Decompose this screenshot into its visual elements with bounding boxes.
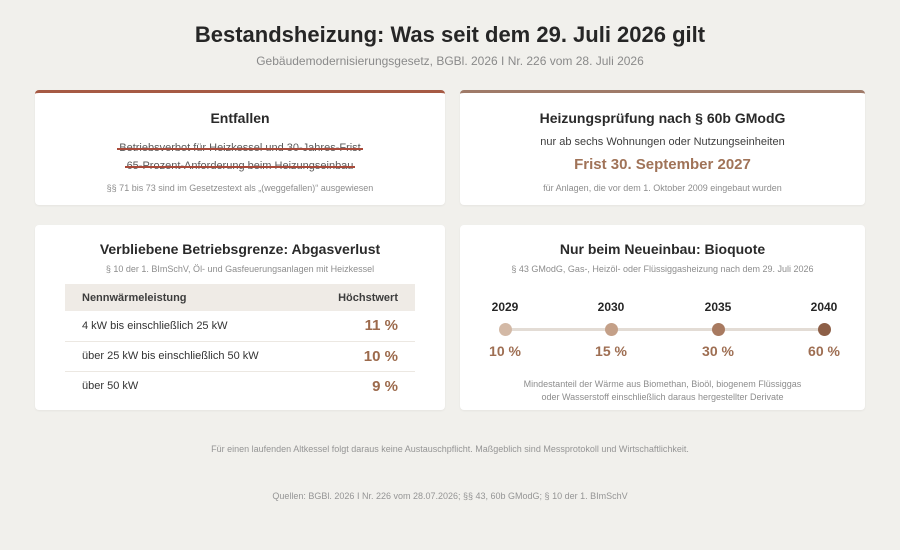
card-heizungspruefung-title: Heizungsprüfung nach § 60b GModG bbox=[539, 110, 786, 126]
limits-table: Nennwärmeleistung Höchstwert 4 kW bis ei… bbox=[65, 284, 415, 401]
row-range: über 50 kW bbox=[82, 380, 139, 393]
column-header-hoechstwert: Höchstwert bbox=[315, 284, 415, 311]
table-header-row: Nennwärmeleistung Höchstwert bbox=[65, 284, 415, 311]
page-title: Bestandsheizung: Was seit dem 29. Juli 2… bbox=[194, 22, 706, 47]
timeline-percent: 30 % bbox=[702, 343, 734, 359]
timeline-track bbox=[505, 328, 825, 331]
struck-item: Betriebsverbot für Heizkessel und 30-Jah… bbox=[117, 142, 364, 154]
timeline-dot bbox=[498, 323, 512, 336]
timeline-year: 2040 bbox=[810, 300, 838, 314]
row-value: 10 % bbox=[315, 341, 415, 372]
timeline-dot bbox=[817, 323, 831, 336]
card-bioquote: Nur beim Neueinbau: Bioquote § 43 GModG,… bbox=[460, 225, 865, 410]
card-bioquote-subtitle: § 43 GModG, Gas-, Heizöl- oder Flüssigga… bbox=[511, 264, 814, 274]
card-bioquote-title: Nur beim Neueinbau: Bioquote bbox=[559, 241, 766, 257]
card-entfallen-note: §§ 71 bis 73 sind im Gesetzestext als „(… bbox=[106, 183, 374, 193]
timeline-dot bbox=[604, 323, 618, 336]
footer-sources: Quellen: BGBl. 2026 I Nr. 226 vom 28.07.… bbox=[272, 491, 628, 501]
struck-item: 65-Prozent-Anforderung beim Heizungseinb… bbox=[124, 160, 356, 172]
footer-note: Für einen laufenden Altkessel folgt dara… bbox=[211, 444, 689, 454]
timeline-year: 2030 bbox=[597, 300, 625, 314]
pruefung-scope: nur ab sechs Wohnungen oder Nutzungseinh… bbox=[540, 136, 785, 148]
timeline-dot bbox=[711, 323, 725, 336]
bioquote-note-line1: Mindestanteil der Wärme aus Biomethan, B… bbox=[523, 379, 802, 389]
card-betriebsgrenze-subtitle: § 10 der 1. BImSchV, Öl- und Gasfeuerung… bbox=[105, 264, 375, 274]
table-row: über 25 kW bis einschließlich 50 kW 10 % bbox=[65, 341, 415, 372]
row-range: 4 kW bis einschließlich 25 kW bbox=[65, 311, 316, 342]
card-betriebsgrenze-title: Verbliebene Betriebsgrenze: Abgasverlust bbox=[99, 241, 381, 257]
timeline-year: 2035 bbox=[704, 300, 732, 314]
timeline-percent: 60 % bbox=[808, 343, 840, 359]
timeline-year: 2029 bbox=[491, 300, 519, 314]
page-subtitle: Gebäudemodernisierungsgesetz, BGBl. 2026… bbox=[256, 54, 644, 68]
column-header-nennwaermeleistung: Nennwärmeleistung bbox=[65, 284, 316, 311]
card-entfallen-title: Entfallen bbox=[210, 110, 270, 126]
card-entfallen: Entfallen Betriebsverbot für Heizkessel … bbox=[35, 90, 445, 205]
row-value: 9 % bbox=[372, 377, 398, 395]
card-heizungspruefung: Heizungsprüfung nach § 60b GModG nur ab … bbox=[460, 90, 865, 205]
row-value: 11 % bbox=[315, 311, 415, 342]
timeline-percent: 15 % bbox=[595, 343, 627, 359]
card-heizungspruefung-note: für Anlagen, die vor dem 1. Oktober 2009… bbox=[543, 183, 782, 193]
table-row: 4 kW bis einschließlich 25 kW 11 % bbox=[65, 311, 415, 342]
bioquote-note-line2: oder Wasserstoff einschließlich daraus h… bbox=[541, 392, 784, 402]
pruefung-deadline: Frist 30. September 2027 bbox=[574, 156, 751, 173]
card-betriebsgrenze: Verbliebene Betriebsgrenze: Abgasverlust… bbox=[35, 225, 445, 410]
row-range: über 25 kW bis einschließlich 50 kW bbox=[65, 341, 316, 372]
table-row: über 50 kW 9 % bbox=[65, 371, 415, 401]
timeline-percent: 10 % bbox=[489, 343, 521, 359]
